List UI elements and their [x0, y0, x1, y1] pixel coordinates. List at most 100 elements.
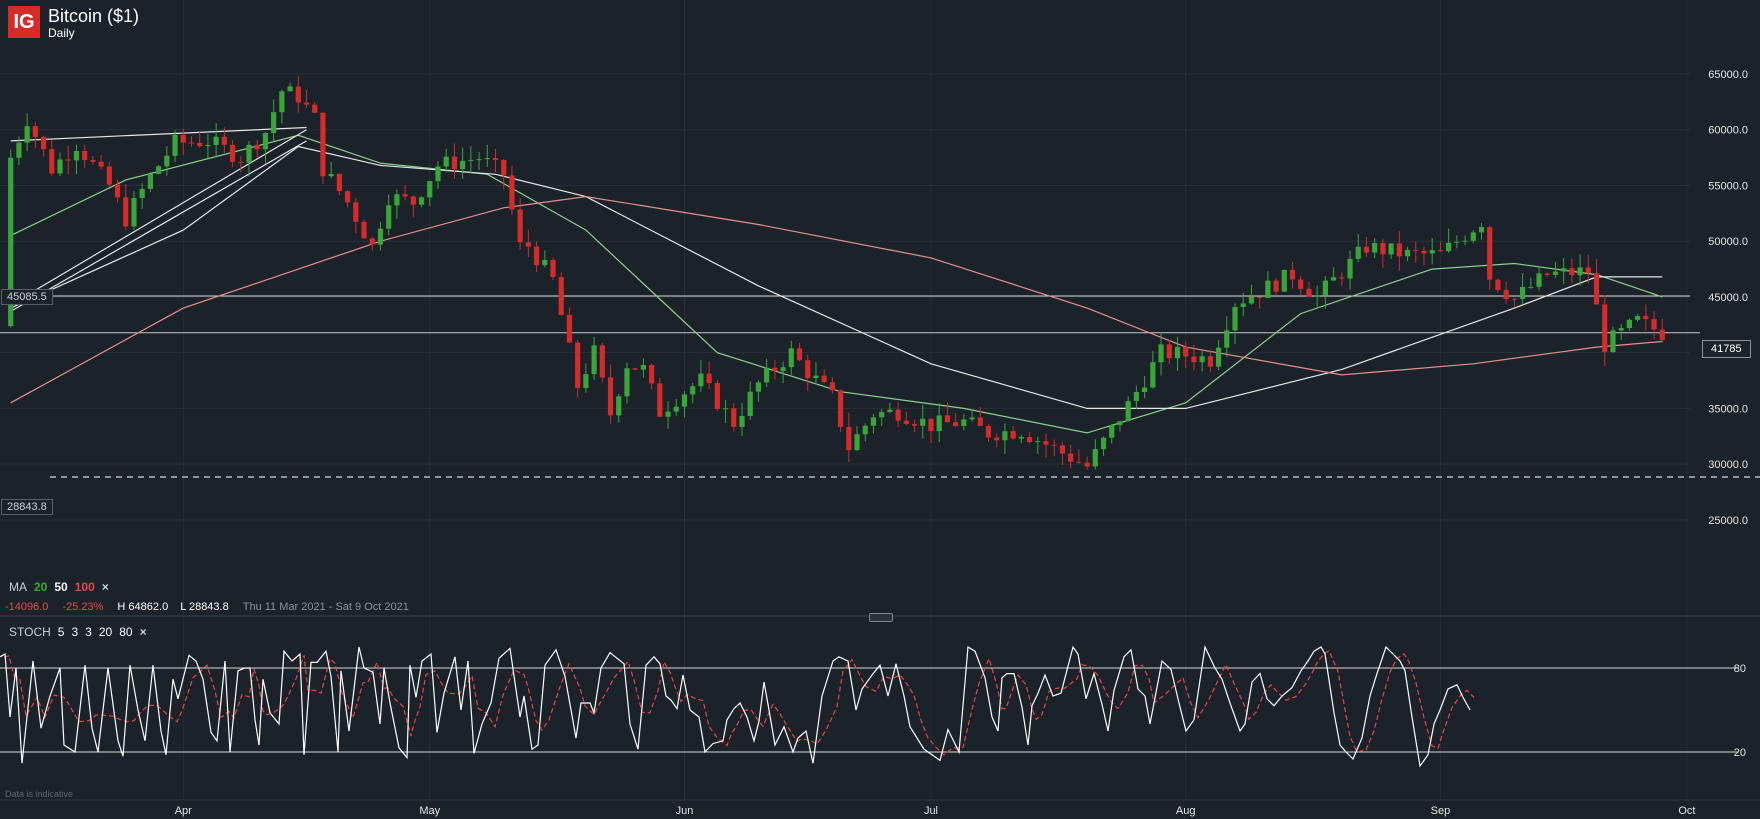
candle-body — [328, 173, 334, 177]
candle — [1002, 423, 1008, 454]
candle — [1306, 281, 1312, 298]
candle-body — [1577, 267, 1583, 276]
candle — [377, 221, 384, 251]
moving-averages — [10, 134, 1663, 434]
candle — [994, 433, 1000, 448]
candle-body — [829, 382, 835, 391]
price-tick-label: 60000.0 — [1708, 125, 1748, 137]
grid — [0, 0, 1760, 801]
candle — [838, 389, 844, 432]
panel-resize-handle[interactable] — [869, 613, 893, 622]
candle-body — [681, 394, 688, 407]
candle-body — [657, 383, 663, 417]
candle-body — [706, 373, 712, 384]
candle-body — [1166, 344, 1172, 359]
candle — [1035, 436, 1041, 454]
stoch-tick-label: 20 — [1734, 747, 1746, 759]
chart-header: IG Bitcoin ($1) Daily — [8, 6, 139, 40]
candle — [1643, 304, 1649, 331]
candle — [402, 184, 408, 201]
candle — [698, 359, 704, 392]
candle — [114, 179, 121, 203]
price-tick-label: 30000.0 — [1708, 459, 1748, 471]
stoch-param-d[interactable]: 3 — [71, 625, 79, 639]
candle-body — [1092, 449, 1098, 467]
candle-body — [805, 360, 811, 378]
candle-body — [303, 102, 310, 105]
candle — [98, 155, 104, 170]
candle — [706, 361, 712, 390]
candle — [1462, 235, 1468, 246]
stoch-param-upper[interactable]: 80 — [119, 625, 133, 639]
resistance-level-label: 45085.5 — [1, 289, 53, 305]
stoch-close-icon[interactable]: × — [139, 625, 147, 639]
trendline — [10, 140, 307, 312]
candle-body — [1413, 249, 1419, 251]
candle — [961, 414, 967, 431]
date-range: Thu 11 Mar 2021 - Sat 9 Oct 2021 — [242, 601, 409, 613]
stoch-param-slow[interactable]: 3 — [85, 625, 92, 639]
price-tick-label: 25000.0 — [1708, 515, 1748, 527]
candle — [1059, 441, 1066, 465]
ma-20-label[interactable]: 20 — [34, 580, 48, 594]
candle-body — [1618, 328, 1624, 331]
candle — [90, 156, 96, 165]
candle — [1322, 276, 1328, 309]
date-tick-label: Aug — [1176, 805, 1196, 817]
candle-body — [336, 173, 342, 192]
candle-body — [361, 221, 367, 239]
candle-body — [205, 144, 211, 147]
candle — [1519, 273, 1526, 305]
candle-body — [1051, 444, 1057, 446]
candle-body — [1281, 269, 1287, 292]
candle-body — [1487, 227, 1493, 280]
candle — [1626, 318, 1632, 332]
candle-body — [1388, 243, 1394, 255]
candle-body — [640, 365, 646, 370]
candle — [1100, 436, 1107, 456]
stoch-param-lower[interactable]: 20 — [98, 625, 113, 639]
date-tick-label: Jul — [924, 805, 938, 817]
stoch-param-k[interactable]: 5 — [57, 625, 65, 639]
ma-50-label[interactable]: 50 — [54, 580, 68, 594]
candle — [780, 361, 786, 384]
candle — [558, 272, 564, 316]
candle-body — [172, 134, 178, 156]
candle-body — [1109, 424, 1115, 438]
candle — [1618, 324, 1624, 340]
candle — [566, 307, 573, 344]
candle-body — [714, 383, 720, 410]
candle-body — [1437, 250, 1444, 252]
ma-close-icon[interactable]: × — [101, 580, 109, 594]
candle — [229, 140, 236, 168]
candle — [1388, 243, 1394, 259]
candle-body — [1462, 240, 1468, 242]
candle — [1536, 265, 1542, 291]
candle-body — [722, 408, 729, 410]
price-tick-label: 55000.0 — [1708, 180, 1748, 192]
candle — [1183, 341, 1189, 368]
candle-body — [1372, 243, 1378, 253]
price-stats: -14096.0 -25.23% H 64862.0 L 28843.8 Thu… — [5, 601, 409, 613]
candle — [731, 403, 737, 432]
candle — [435, 161, 441, 189]
candle — [1092, 439, 1098, 470]
candle-body — [1150, 362, 1156, 388]
candle — [1487, 225, 1493, 290]
candle-body — [566, 315, 573, 343]
candle-body — [1396, 243, 1402, 257]
candle — [714, 380, 720, 412]
candle — [1273, 277, 1279, 296]
candle-body — [476, 159, 482, 161]
candle — [476, 151, 482, 171]
candle-body — [156, 166, 162, 174]
candle — [1528, 277, 1534, 290]
candle-body — [1257, 296, 1263, 298]
candle-body — [1026, 437, 1033, 443]
candle — [139, 183, 145, 209]
trendline — [10, 129, 307, 306]
ma-100-label[interactable]: 100 — [74, 580, 95, 594]
candle — [739, 402, 745, 436]
candle — [665, 401, 671, 429]
